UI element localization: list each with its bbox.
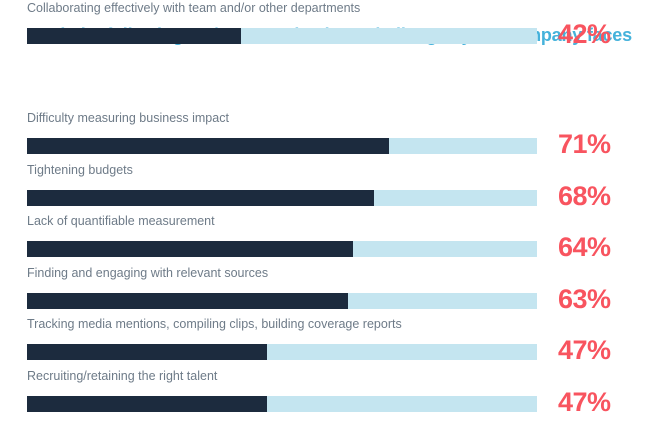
bar-track <box>27 190 537 206</box>
percent-value: 47% <box>558 335 611 365</box>
bar-fill <box>27 241 354 257</box>
challenge-label: Lack of quantifiable measurement <box>27 214 215 228</box>
bar-fill <box>27 190 374 206</box>
bar-track <box>27 138 537 154</box>
challenge-row: Recruiting/retaining the right talent 47… <box>27 368 637 418</box>
challenge-label: Collaborating effectively with team and/… <box>27 1 361 15</box>
percent-value: 64% <box>558 232 611 262</box>
challenge-label: Recruiting/retaining the right talent <box>27 369 218 383</box>
bar-track <box>27 241 537 257</box>
challenge-row: Finding and engaging with relevant sourc… <box>27 265 637 315</box>
bar-fill <box>27 138 390 154</box>
bar-track <box>27 396 537 412</box>
percent-value: 63% <box>558 284 611 314</box>
challenge-row: Tightening budgets 68% <box>27 162 637 212</box>
challenge-row: Tracking media mentions, compiling clips… <box>27 316 637 366</box>
challenge-row: Difficulty measuring business impact 71% <box>27 110 637 160</box>
percent-value: 42% <box>558 19 611 49</box>
bar-track <box>27 344 537 360</box>
percent-value: 71% <box>558 129 611 159</box>
challenge-label: Tracking media mentions, compiling clips… <box>27 317 402 331</box>
challenge-row: Collaborating effectively with team and/… <box>27 0 637 50</box>
challenge-row: Lack of quantifiable measurement 64% <box>27 213 637 263</box>
percent-value: 68% <box>558 181 611 211</box>
bar-track <box>27 28 537 44</box>
challenge-label: Difficulty measuring business impact <box>27 111 229 125</box>
percent-value: 47% <box>558 387 611 417</box>
bar-track <box>27 293 537 309</box>
bar-fill <box>27 293 349 309</box>
challenge-label: Finding and engaging with relevant sourc… <box>27 266 269 280</box>
bar-fill <box>27 344 267 360</box>
bar-fill <box>27 396 267 412</box>
challenge-label: Tightening budgets <box>27 163 133 177</box>
bar-fill <box>27 28 242 44</box>
